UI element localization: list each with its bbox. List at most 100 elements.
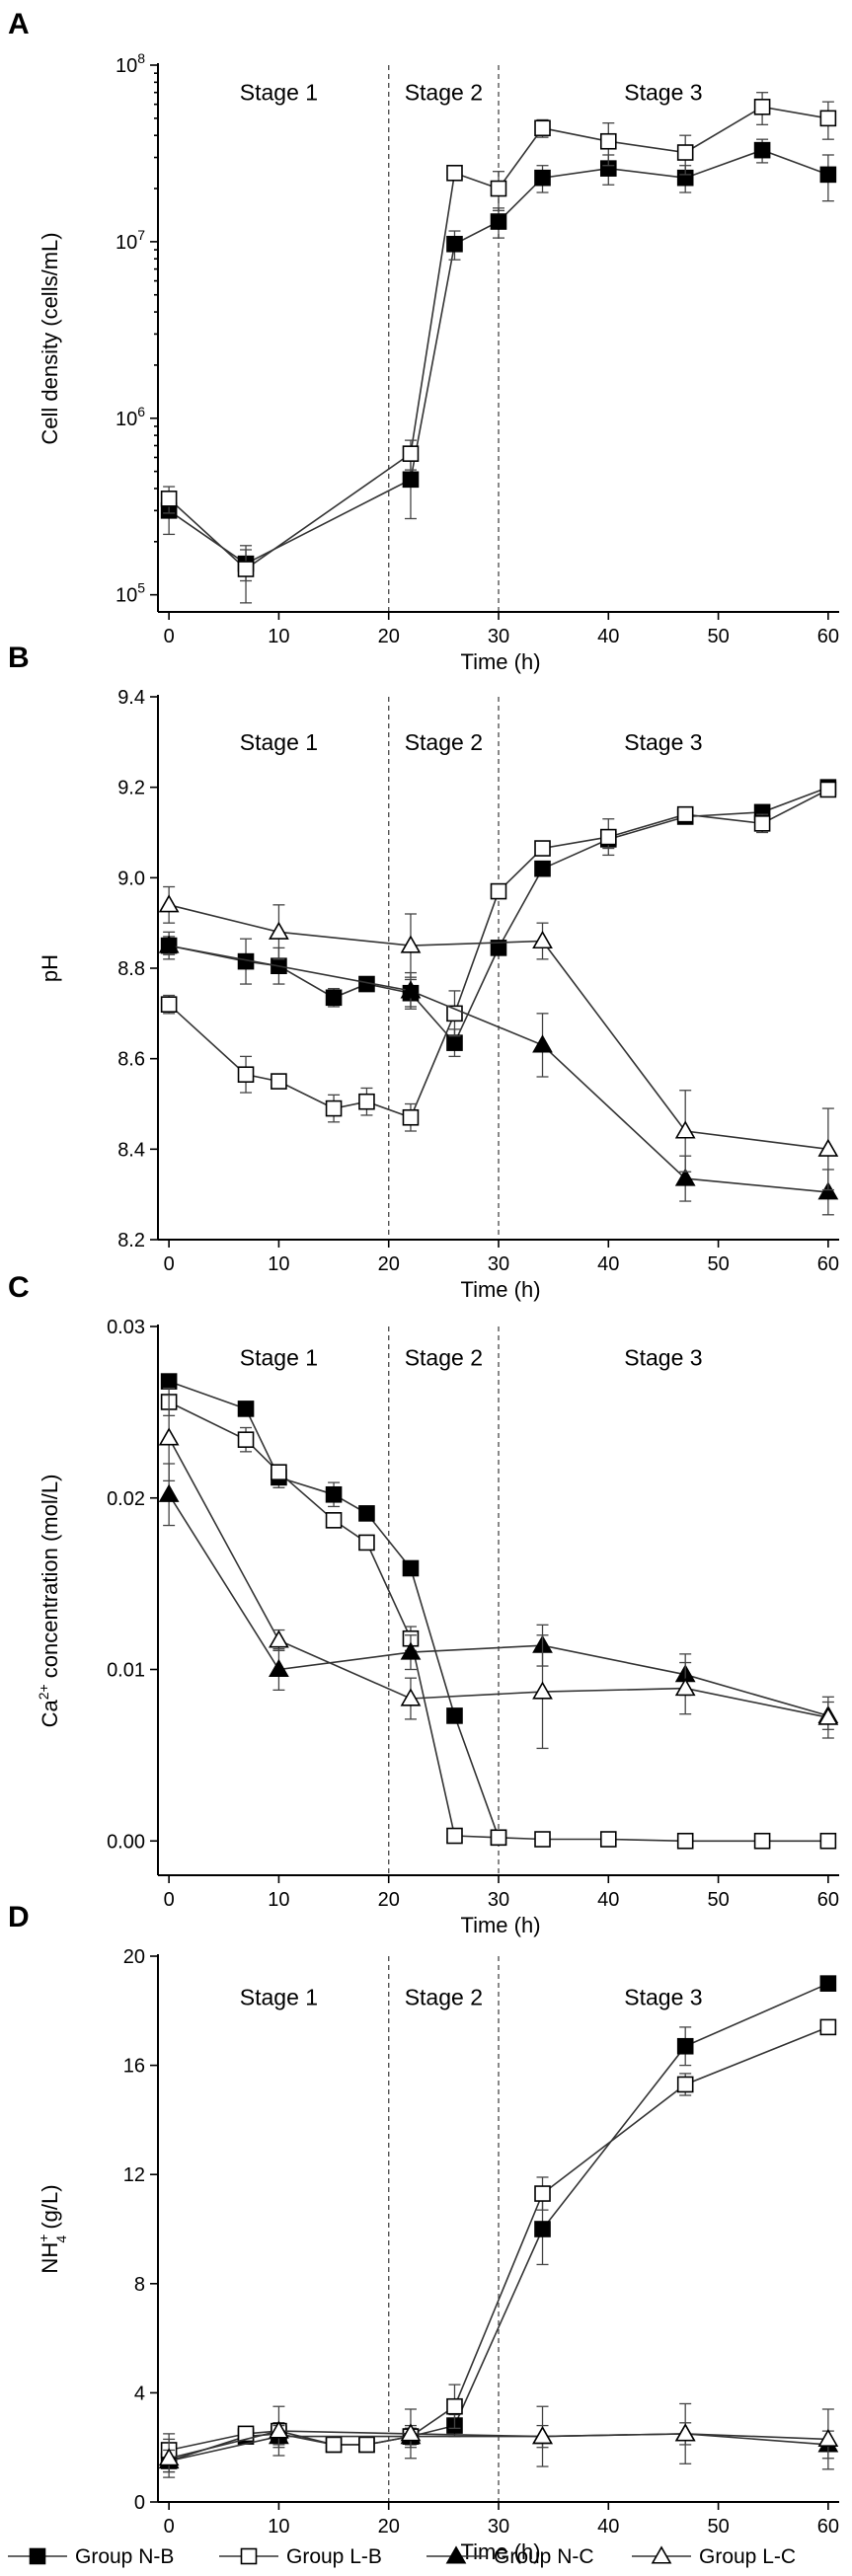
x-tick-label-b: 0 [164,1253,175,1275]
data-point-group-l-b [325,1099,343,1117]
legend-item-group-n-b: Group N-B [8,2545,174,2568]
data-point-group-l-c [158,894,180,913]
x-tick-label-d: 20 [378,2516,400,2538]
data-point-group-l-c [817,1706,839,1725]
panel-letter-b: B [8,642,30,674]
data-point-group-l-c [158,1427,180,1446]
data-point-group-l-c [674,1120,696,1139]
x-tick-label-b: 20 [378,1253,400,1275]
x-tick-label-a: 50 [707,626,729,647]
y-axis-title-c: Ca2+ concentration (mol/L) [36,1475,62,1728]
data-point-group-n-b [446,235,463,253]
data-point-group-n-b [490,213,507,230]
y-tick-label-b: 9.4 [117,687,145,709]
data-point-group-l-b [676,2076,694,2093]
x-tick-label-d: 60 [817,2516,839,2538]
data-point-group-l-b [446,2397,463,2415]
data-point-group-l-c [532,930,553,949]
legend-label-group-l-b: Group L-B [286,2545,382,2568]
series-group-l-c-b [158,885,839,1191]
series-group-n-c-b [158,935,839,1216]
stage-label-b-2: Stage 2 [405,729,483,755]
data-point-group-n-c [400,1641,422,1660]
legend-marker-group-n-b [29,2547,46,2565]
x-tick-label-d: 50 [707,2516,729,2538]
stage-label-b-1: Stage 1 [240,729,318,755]
series-line-group-l-c [168,2430,828,2460]
y-tick-label-d: 4 [134,2383,145,2404]
data-point-group-l-c [674,1678,696,1697]
x-tick-label-a: 0 [164,626,175,647]
data-point-group-l-c [158,2448,180,2466]
data-point-group-l-b [446,164,463,182]
y-tick-label-b: 9.0 [117,868,145,889]
y-tick-label-a: 108 [116,50,145,77]
y-tick-label-a: 105 [116,580,145,607]
panel-letter-d: D [8,1901,30,1933]
stage-label-b-3: Stage 3 [624,729,702,755]
y-tick-label-d: 0 [134,2492,145,2514]
y-tick-label-d: 12 [123,2164,145,2186]
data-point-group-l-b [358,1534,375,1552]
x-axis-title-b: Time (h) [460,1277,540,1302]
data-point-group-l-b [325,2436,343,2454]
data-point-group-l-b [271,1464,287,1480]
y-tick-label-c: 0.00 [107,1831,145,1853]
panel-b-ph: B Stage 1 Stage 2 Stage 3 8.2 8.4 8.6 8.8 9.0 9.… [8,642,839,1302]
x-tick-label-b: 40 [597,1253,619,1275]
data-point-group-n-c [158,935,180,953]
data-point-group-l-b [599,828,617,846]
data-point-group-l-b [753,815,771,832]
y-axis-title-a: Cell density (cells/mL) [38,232,62,444]
data-point-group-l-c [532,1681,553,1700]
x-tick-label-a: 30 [488,626,509,647]
stage-label-c-2: Stage 2 [405,1344,483,1370]
data-point-group-l-b [490,1829,507,1847]
data-point-group-l-c [269,2420,289,2439]
data-point-group-l-c [817,2428,839,2447]
data-point-group-l-c [674,2423,696,2442]
x-tick-label-d: 30 [488,2516,509,2538]
data-point-group-l-b [237,1066,255,1084]
stage-label-d-3: Stage 3 [624,1984,702,2009]
x-tick-label-a: 40 [597,626,619,647]
x-tick-label-a: 10 [268,626,289,647]
data-point-group-n-b [402,471,420,489]
data-point-group-n-b [325,1485,343,1503]
legend-item-group-n-c: Group N-C [426,2545,594,2568]
data-point-group-l-b [446,1827,463,1845]
data-point-group-l-c [532,2426,553,2445]
series-group-l-c-d [158,2402,839,2478]
data-point-group-l-b [676,144,694,161]
panel-a-cell-density: A Stage 1 Stage 2 Stage 3 105 106 107 108 0 10 20… [8,8,839,674]
data-point-group-n-c [532,1034,553,1053]
stage-label-d-2: Stage 2 [405,1984,483,2009]
data-point-group-n-b [753,141,771,159]
series-group-l-b-b [160,781,837,1132]
data-point-group-l-b [237,561,255,577]
data-point-group-l-b [160,491,178,507]
series-group-l-b-c [160,1387,837,1850]
y-tick-label-a: 107 [116,227,145,254]
data-point-group-n-b [402,1559,420,1577]
data-point-group-l-b [819,110,837,127]
series-line-group-n-c [168,2433,828,2462]
data-point-group-l-b [753,1832,771,1850]
data-point-group-l-c [269,1629,289,1648]
stage-label-c-1: Stage 1 [240,1344,318,1370]
y-tick-label-c: 0.03 [107,1317,145,1338]
data-point-group-n-b [358,1505,375,1522]
x-tick-label-d: 0 [164,2516,175,2538]
data-point-group-l-b [358,2436,375,2454]
x-tick-label-b: 50 [707,1253,729,1275]
data-point-group-n-b [490,940,507,956]
stage-label-a-3: Stage 3 [624,80,702,106]
panel-d-ammonium: D Stage 1 Stage 2 Stage 3 0 4 8 12 16 20 0 10 20 30 4… [8,1901,839,2564]
panel-c-calcium: C Stage 1 Stage 2 Stage 3 0.00 0.01 0.02 0.03 0… [8,1271,839,1937]
data-point-group-l-b [402,445,420,462]
data-point-group-n-b [819,166,837,184]
data-point-group-l-b [534,2185,551,2202]
data-point-group-n-b [534,169,551,187]
stage-label-d-1: Stage 1 [240,1984,318,2009]
